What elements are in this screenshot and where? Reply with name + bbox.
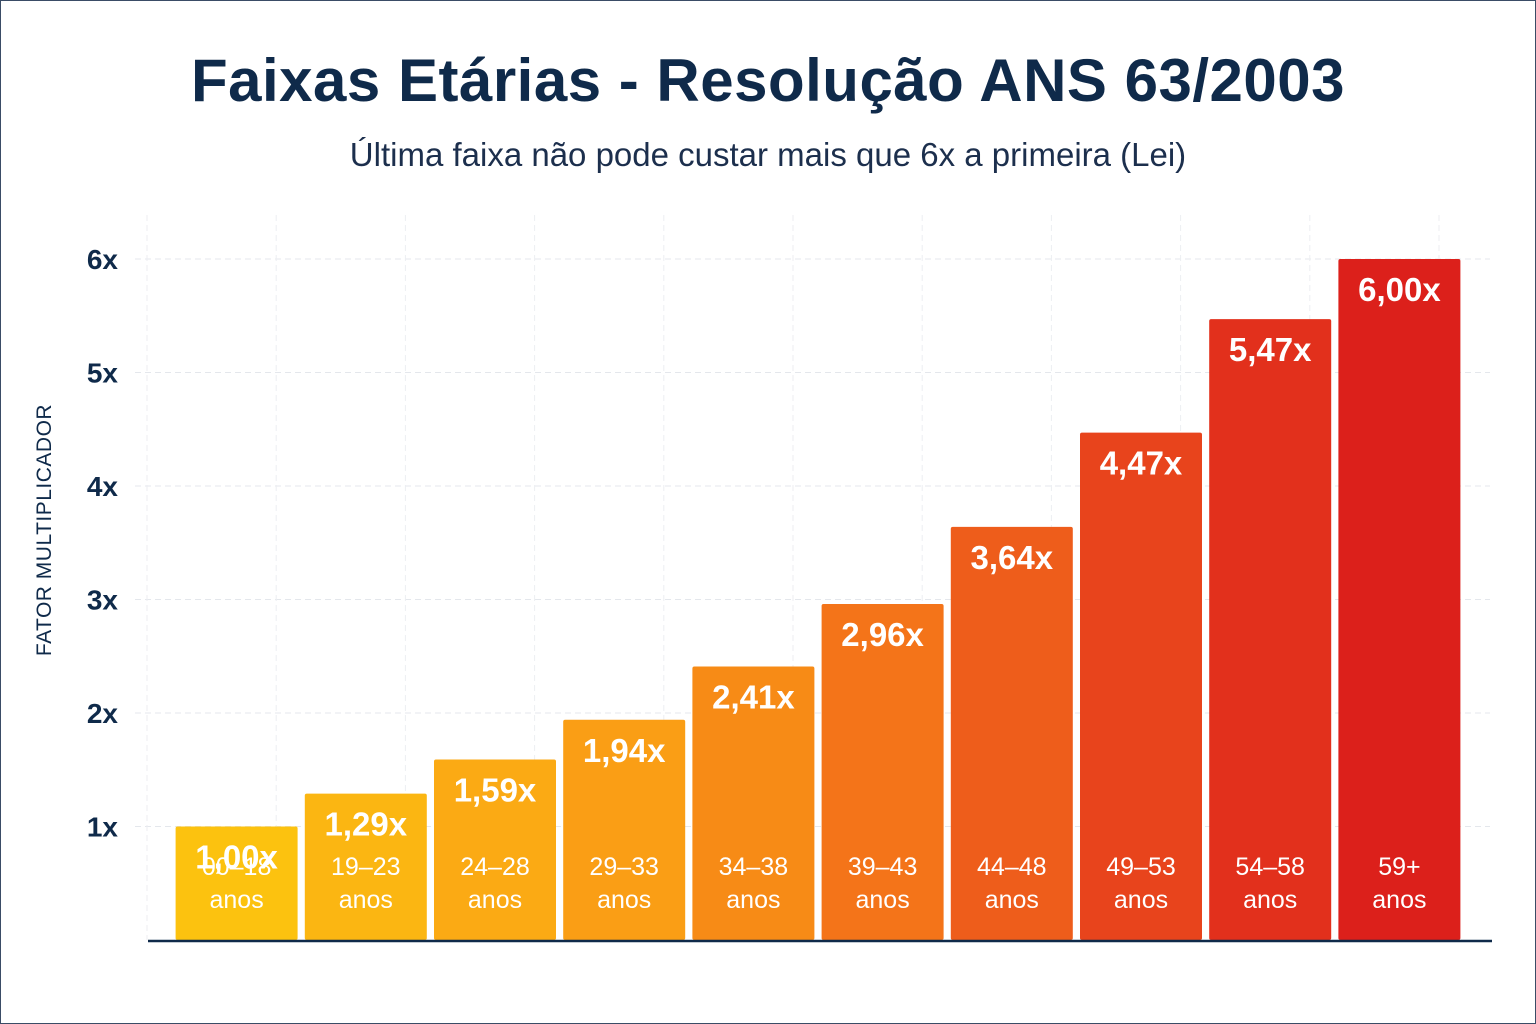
bar-value-label: 3,64x — [971, 539, 1054, 576]
bar — [1338, 259, 1461, 940]
bar-value-label: 1,00x — [195, 839, 278, 876]
y-tick-label: 4x — [87, 471, 119, 502]
bar — [563, 719, 686, 940]
bar — [950, 526, 1073, 940]
bar-category-range: 19–23 — [331, 853, 401, 881]
bar-category-unit: anos — [597, 886, 651, 914]
bar-category-unit: anos — [1243, 886, 1297, 914]
bar-value-label: 5,47x — [1229, 331, 1312, 368]
bar-value-label: 2,41x — [712, 678, 795, 715]
bar-category-unit: anos — [339, 886, 393, 914]
bar-category-range: 44–48 — [977, 853, 1047, 881]
y-tick-label: 3x — [87, 585, 119, 616]
bar-category-range: 34–38 — [719, 853, 789, 881]
bar-value-label: 1,94x — [583, 732, 666, 769]
chart-title: Faixas Etárias - Resolução ANS 63/2003 — [190, 47, 1346, 114]
bar-value-label: 1,29x — [325, 806, 408, 843]
bar-category-unit: anos — [1372, 886, 1426, 914]
bar-value-label: 1,59x — [454, 772, 537, 809]
bar — [175, 826, 298, 940]
bar-category-range: 29–33 — [589, 853, 659, 881]
bar-category-unit: anos — [209, 886, 263, 914]
bar-category-unit: anos — [1114, 886, 1168, 914]
bar-category-range: 24–28 — [460, 853, 530, 881]
bar-category-range: 59+ — [1378, 853, 1420, 881]
bar — [821, 604, 944, 940]
bar-value-label: 6,00x — [1358, 271, 1441, 308]
bar-category-unit: anos — [985, 886, 1039, 914]
bar — [304, 793, 427, 940]
bar-category-range: 49–53 — [1106, 853, 1176, 881]
bar — [1209, 319, 1332, 940]
bar-value-label: 2,96x — [841, 616, 924, 653]
bar-category-range: 39–43 — [848, 853, 918, 881]
bar — [692, 666, 815, 940]
bar-category-unit: anos — [855, 886, 909, 914]
bar-category-range: 00–18 — [202, 853, 272, 881]
bar-value-label: 4,47x — [1100, 445, 1183, 482]
bar — [1080, 432, 1202, 940]
y-tick-label: 1x — [87, 812, 119, 843]
bar-category-unit: anos — [726, 886, 780, 914]
bar — [434, 759, 556, 940]
y-tick-label: 6x — [87, 244, 119, 275]
bar-category-unit: anos — [468, 886, 522, 914]
y-tick-label: 5x — [87, 358, 119, 389]
y-tick-label: 2x — [87, 698, 119, 729]
bar-category-range: 54–58 — [1235, 853, 1305, 881]
chart-subtitle: Última faixa não pode custar mais que 6x… — [349, 136, 1187, 173]
